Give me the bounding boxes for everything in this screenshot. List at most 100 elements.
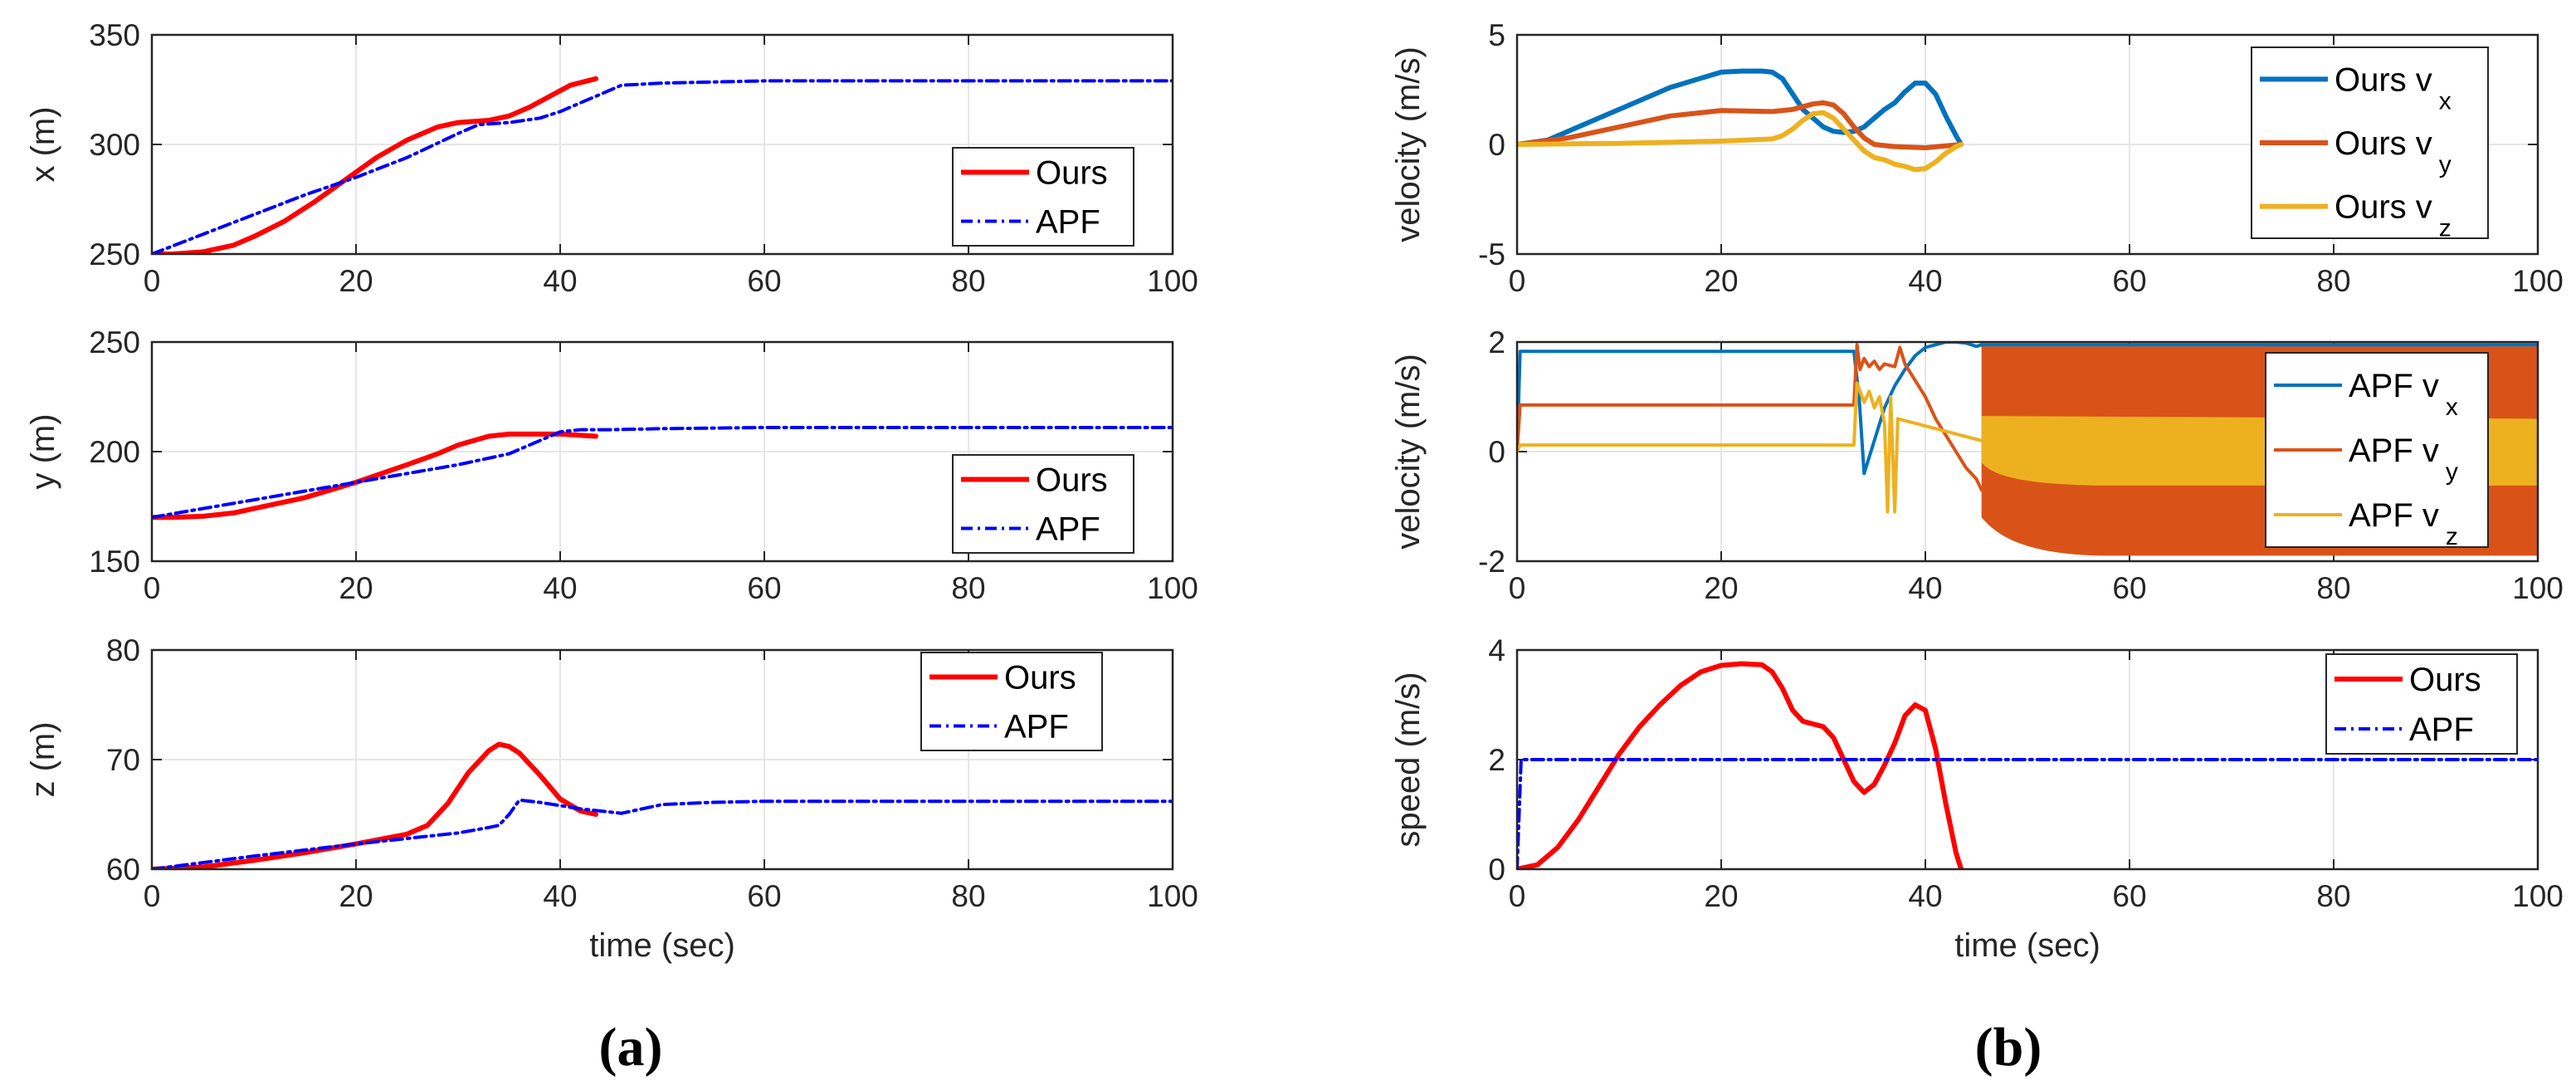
x-tick-label: 60 (2112, 264, 2146, 298)
series-line-ours (152, 76, 598, 254)
x-tick-label: 100 (2512, 879, 2564, 913)
series-line-ours-v-y (1517, 100, 1964, 150)
legend-label-ours-v-y: Ours v (2334, 125, 2432, 162)
series-line-apf (152, 79, 1173, 254)
x-axis-label: time (sec) (589, 927, 735, 964)
x-tick-label: 40 (543, 264, 577, 298)
axes-frame (1515, 648, 2539, 871)
y-tick-label: -5 (1478, 237, 1505, 271)
legend-label-ours: Ours (1036, 155, 1108, 192)
y-tick-label: 60 (106, 853, 140, 887)
legend-label-apf-v-y: APF v (2349, 433, 2439, 469)
chart-z: 0 20 40 60 80 100 60 70 80 z (m) time (sec) Ours APF (25, 633, 1198, 964)
legend-label-apf-v-x: APF v (2349, 368, 2439, 404)
axes-frame (150, 33, 1174, 256)
x-tick-label: 100 (2512, 571, 2564, 605)
y-tick-label: 250 (89, 325, 140, 359)
legend-subscript-ours-v-y: y (2439, 151, 2452, 178)
axes-frame (1515, 33, 2539, 256)
legend-box (2325, 653, 2518, 755)
legend-label-apf-v-z: APF v (2349, 497, 2439, 534)
y-tick-label: 150 (89, 545, 140, 579)
x-tick-label: 60 (747, 571, 781, 605)
legend-label-ours-v-x: Ours v (2334, 61, 2432, 98)
y-tick-label: 80 (106, 633, 140, 667)
series-line-apf (152, 426, 1173, 520)
x-axis-label: time (sec) (1954, 927, 2100, 964)
y-tick-label: 2 (1488, 743, 1505, 777)
x-tick-label: 100 (2512, 264, 2564, 298)
x-tick-label: 20 (1704, 879, 1738, 913)
series-line-apf-v-z (1517, 381, 1983, 514)
x-tick-label: 60 (2112, 879, 2146, 913)
y-axis-label: velocity (m/s) (1390, 354, 1427, 550)
y-tick-label: 0 (1488, 853, 1505, 887)
y-axis-label: speed (m/s) (1390, 672, 1427, 847)
chart-y: 0 20 40 60 80 100 150 200 250 y (m) Ours APF (25, 325, 1198, 605)
legend-subscript-ours-v-z: z (2439, 215, 2452, 242)
x-tick-label: 0 (144, 571, 161, 605)
legend-box (952, 454, 1134, 554)
legend-label-ours-v-z: Ours v (2334, 189, 2432, 226)
axes-frame (150, 340, 1174, 563)
panel-label-b: (b) (1975, 1017, 2042, 1078)
legend-label-apf: APF (2409, 711, 2474, 748)
x-tick-label: 0 (1509, 879, 1526, 913)
x-tick-label: 80 (951, 264, 985, 298)
series-line-ours (1517, 661, 1964, 869)
series-group (152, 741, 1173, 869)
legend-label-apf: APF (1004, 709, 1069, 745)
y-axis-label: velocity (m/s) (1390, 46, 1427, 242)
x-tick-label: 0 (1509, 264, 1526, 298)
legend-subscript-ours-v-x: x (2439, 87, 2452, 115)
series-group (1517, 661, 2538, 869)
x-tick-label: 60 (747, 264, 781, 298)
x-tick-label: 40 (1908, 879, 1942, 913)
x-tick-label: 100 (1147, 879, 1198, 913)
y-tick-label: 0 (1488, 128, 1505, 162)
x-tick-label: 0 (1509, 571, 1526, 605)
legend-subscript-apf-v-x: x (2446, 393, 2458, 421)
series-line-apf-v-y (1517, 343, 1983, 492)
y-tick-label: 70 (106, 743, 140, 777)
x-tick-label: 40 (1908, 571, 1942, 605)
legend: Ours APF (920, 652, 1103, 751)
series-line-ours-v-x (1517, 68, 1964, 147)
x-tick-label: 20 (339, 571, 373, 605)
legend-label-ours: Ours (2409, 662, 2481, 698)
legend-subscript-apf-v-y: y (2446, 458, 2458, 486)
series-line-apf (152, 798, 1173, 869)
y-tick-label: -2 (1478, 545, 1505, 579)
x-tick-label: 40 (543, 879, 577, 913)
y-axis-label: z (m) (25, 721, 61, 797)
y-axis-label: x (m) (25, 106, 61, 182)
legend-box (952, 147, 1134, 247)
series-group (152, 426, 1173, 521)
x-tick-label: 80 (2316, 879, 2350, 913)
panel-label-a: (a) (599, 1017, 663, 1078)
x-tick-label: 60 (2112, 571, 2146, 605)
series-line-ours (152, 431, 598, 521)
y-tick-label: 4 (1488, 633, 1505, 667)
series-group (152, 76, 1173, 254)
legend-box (920, 652, 1103, 751)
legend: Ours APF (952, 454, 1134, 554)
x-tick-label: 0 (144, 264, 161, 298)
legend-label-apf: APF (1036, 204, 1100, 241)
x-tick-label: 80 (951, 571, 985, 605)
legend-subscript-apf-v-z: z (2446, 523, 2458, 550)
chart-speed: 0 20 40 60 80 100 0 2 4 speed (m/s) time (sec) Ours… (1390, 633, 2564, 964)
axes-frame (1515, 340, 2539, 563)
y-axis-label: y (m) (25, 413, 61, 489)
x-tick-label: 100 (1147, 264, 1198, 298)
series-line-ours-v-z (1517, 110, 1964, 173)
y-tick-label: 0 (1488, 435, 1505, 469)
series-group (1517, 68, 1964, 173)
x-tick-label: 20 (1704, 264, 1738, 298)
